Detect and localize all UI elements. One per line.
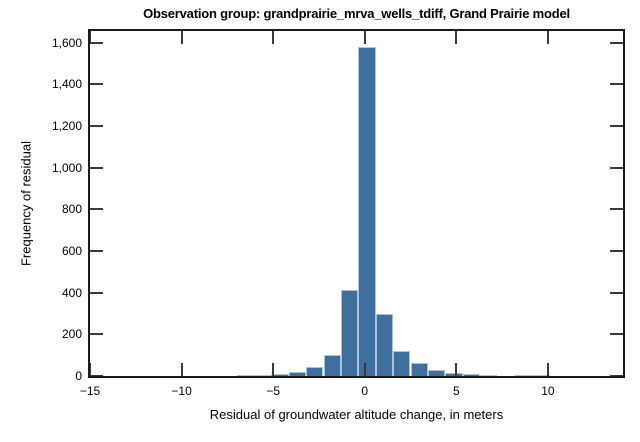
y-axis-tick-left — [90, 83, 103, 86]
y-axis-tick-left — [90, 124, 103, 127]
y-axis-tick-left — [90, 249, 103, 252]
y-axis-tick-left — [90, 41, 103, 44]
y-axis-tick-right — [610, 83, 623, 86]
y-axis-label: Frequency of residual — [18, 141, 34, 267]
histogram-bar — [236, 375, 254, 376]
histogram-bar — [288, 371, 307, 376]
x-axis-tick-bottom — [455, 363, 458, 376]
y-tick-label: 200 — [61, 327, 82, 342]
y-tick-label: 600 — [61, 243, 82, 258]
x-tick-label: −15 — [79, 384, 101, 398]
x-tick-label: −5 — [266, 384, 281, 398]
histogram-bar — [462, 373, 481, 376]
histogram-bar — [323, 355, 341, 376]
x-axis-tick-bottom — [272, 363, 275, 376]
histogram-bar — [427, 369, 446, 376]
x-axis-tick-top — [272, 31, 275, 44]
histogram-bar — [532, 375, 550, 376]
x-axis-tick-top — [363, 31, 366, 44]
x-axis-label: Residual of groundwater altitude change,… — [209, 407, 504, 422]
y-axis-tick-right — [610, 124, 623, 127]
y-axis-tick-right — [610, 41, 623, 44]
y-axis-tick-left — [90, 166, 103, 169]
histogram-bar — [480, 375, 498, 376]
y-tick-label: 0 — [75, 369, 82, 383]
histogram-bar — [410, 363, 428, 376]
x-tick-label: 0 — [361, 384, 369, 398]
histogram-bar — [340, 289, 359, 376]
x-tick-label: −10 — [171, 384, 192, 398]
histogram-bar — [514, 375, 533, 376]
histogram-bar — [271, 373, 289, 376]
y-axis-tick-left — [90, 375, 103, 376]
histogram-bar — [375, 313, 394, 376]
x-axis-tick-top — [90, 31, 91, 44]
x-tick-label: 5 — [452, 384, 460, 398]
x-axis-tick-bottom — [180, 363, 183, 376]
histogram-bar — [253, 375, 272, 376]
y-tick-label: 400 — [61, 285, 82, 300]
y-tick-label: 1,600 — [51, 35, 82, 50]
y-axis-tick-right — [610, 166, 623, 169]
y-axis-tick-right — [610, 375, 623, 376]
x-axis-tick-bottom — [546, 363, 549, 376]
x-tick-label: 10 — [541, 384, 555, 398]
plot-area — [90, 31, 623, 376]
y-tick-label: 1,400 — [51, 77, 82, 92]
y-tick-label: 1,000 — [51, 160, 82, 175]
x-axis-tick-top — [180, 31, 183, 44]
histogram-bar — [445, 372, 463, 376]
histogram-bar — [306, 366, 324, 376]
y-tick-label: 800 — [61, 202, 82, 217]
y-axis-tick-left — [90, 333, 103, 336]
y-axis-tick-right — [610, 291, 623, 294]
x-axis-tick-top — [546, 31, 549, 44]
histogram-bar — [358, 46, 376, 376]
histogram-bar — [393, 351, 411, 376]
plot-frame — [88, 29, 625, 378]
y-axis-tick-right — [610, 249, 623, 252]
x-axis-tick-bottom — [90, 363, 91, 376]
y-axis-tick-left — [90, 208, 103, 211]
chart-title: Observation group: grandprairie_mrva_wel… — [143, 6, 570, 21]
x-axis-tick-bottom — [363, 363, 366, 376]
y-axis-tick-right — [610, 333, 623, 336]
y-tick-label: 1,200 — [51, 118, 82, 133]
x-axis-tick-top — [455, 31, 458, 44]
y-axis-tick-left — [90, 291, 103, 294]
y-axis-tick-right — [610, 208, 623, 211]
